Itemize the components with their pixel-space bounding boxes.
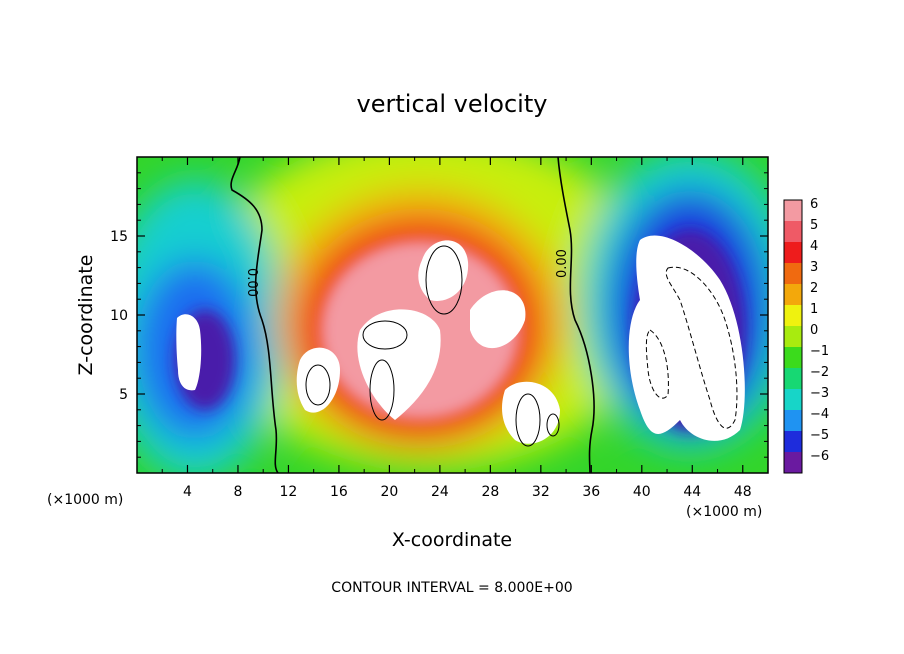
colorbar-label: −4 — [810, 407, 829, 422]
neg-contour-1 — [665, 266, 738, 429]
x-tick-label: 16 — [330, 484, 348, 500]
white-core-left — [296, 347, 340, 413]
colorbar-swatch — [784, 221, 802, 243]
colorbar-label: 3 — [810, 260, 818, 275]
x-tick-label: 20 — [380, 484, 398, 500]
white-core-right1 — [470, 290, 526, 349]
colorbar-label: 2 — [810, 281, 818, 296]
x-tick-label: 48 — [734, 484, 752, 500]
x-tick-label: 40 — [633, 484, 651, 500]
contour-label-left: 0.00 — [244, 268, 259, 297]
colorbar: 6 5 4 3 2 1 0 −1 −2 −3 −4 −5 −6 — [783, 197, 829, 474]
zero-contour-left — [230, 157, 279, 473]
white-down-left — [176, 314, 202, 391]
x-tick-label: 12 — [280, 484, 298, 500]
zero-contours — [230, 157, 595, 473]
x-tick-label: 4 — [183, 484, 192, 500]
x-unit-label-left: (×1000 m) — [47, 492, 123, 508]
x-tick-label: 36 — [582, 484, 600, 500]
colorbar-swatch — [784, 200, 802, 222]
white-down-right — [628, 235, 745, 441]
colorbar-label: −1 — [810, 344, 829, 359]
pos-contour-5 — [515, 393, 541, 447]
colorbar-swatch — [784, 452, 802, 474]
x-axis-label: X-coordinate — [392, 529, 512, 551]
x-tick-label: 32 — [532, 484, 550, 500]
pos-contour-3 — [362, 320, 408, 350]
pos-contour-1 — [425, 245, 463, 315]
colorbar-frame — [783, 199, 803, 474]
colorbar-label: −6 — [810, 449, 829, 464]
colorbar-swatch — [784, 242, 802, 264]
colorbar-label: 5 — [810, 218, 818, 233]
colorbar-label: −5 — [810, 428, 829, 443]
chart-title: vertical velocity — [357, 90, 548, 118]
x-tick-label: 44 — [683, 484, 701, 500]
neg-contour-2 — [645, 329, 669, 399]
colorbar-swatch — [784, 263, 802, 285]
colorbar-label: 0 — [810, 323, 818, 338]
pos-contour-4 — [369, 359, 395, 421]
colorbar-swatch — [784, 431, 802, 453]
pos-contour-2 — [305, 364, 331, 406]
x-tick-label: 8 — [233, 484, 242, 500]
saturated-regions — [176, 235, 745, 444]
colorbar-swatch — [784, 389, 802, 411]
colorbar-label: 4 — [810, 239, 818, 254]
y-tick-label: 5 — [119, 387, 128, 403]
negative-contours — [645, 266, 738, 429]
pos-contour-6 — [546, 413, 560, 437]
x-tick-label: 28 — [481, 484, 499, 500]
y-axis: 5 10 15 — [110, 172, 768, 458]
contour-label-right: 0.00 — [555, 249, 570, 278]
x-unit-label-right: (×1000 m) — [686, 504, 762, 520]
colorbar-swatch — [784, 326, 802, 348]
white-core-upper — [418, 240, 469, 301]
y-tick-label: 10 — [110, 308, 128, 324]
colorbar-label: 1 — [810, 302, 818, 317]
x-axis: 4 8 12 16 20 24 28 32 36 40 44 48 — [161, 157, 752, 500]
colorbar-label: −2 — [810, 365, 829, 380]
positive-contours — [305, 245, 560, 447]
y-tick-label: 15 — [110, 229, 128, 245]
colorbar-swatch — [784, 347, 802, 369]
zero-contour-right — [557, 157, 595, 473]
plot-area: 0.00 0.00 — [137, 157, 768, 473]
y-axis-label: Z-coordinate — [75, 255, 97, 376]
colorbar-swatch — [784, 368, 802, 390]
colorbar-label: 6 — [810, 197, 818, 212]
colorbar-swatch — [784, 305, 802, 327]
colorbar-label: −3 — [810, 386, 829, 401]
white-core-centre — [357, 309, 441, 420]
contour-interval-footer: CONTOUR INTERVAL = 8.000E+00 — [331, 580, 572, 596]
colorbar-swatch — [784, 284, 802, 306]
x-tick-label: 24 — [431, 484, 449, 500]
colorbar-swatch — [784, 410, 802, 432]
